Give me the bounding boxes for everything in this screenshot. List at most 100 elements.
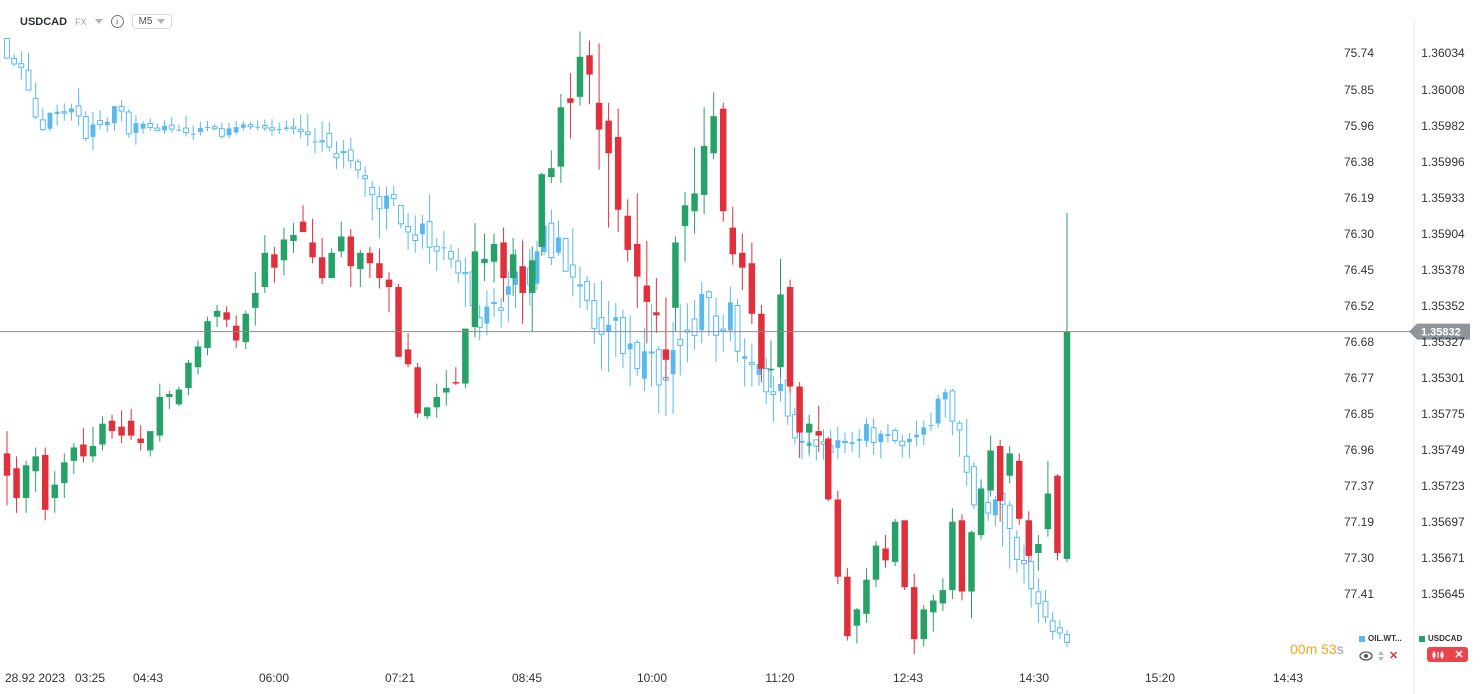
usdcad-candle — [404, 349, 412, 365]
oil-axis-tick-label: 76.45 — [1344, 263, 1374, 277]
oil-candle — [1064, 634, 1070, 644]
usdcad-candle — [41, 454, 49, 510]
usdcad-candle — [509, 254, 517, 279]
oil-candle — [921, 427, 927, 435]
oil-candle — [197, 128, 203, 132]
eye-icon[interactable] — [1359, 650, 1373, 661]
oil-candle — [627, 343, 633, 350]
oil-axis-tick-label: 77.30 — [1344, 551, 1374, 565]
usdcad-candle — [538, 174, 546, 247]
oil-candle — [362, 175, 369, 180]
usdcad-candle — [614, 136, 622, 210]
usdcad-candle — [681, 205, 689, 227]
usdcad-axis-tick-label: 1.35352 — [1421, 299, 1465, 313]
usdcad-axis-tick-label: 1.35775 — [1421, 407, 1465, 421]
usdcad-candle — [232, 325, 240, 341]
symbol-dropdown-icon[interactable] — [94, 19, 103, 24]
oil-candle — [655, 349, 662, 386]
usdcad-candle — [127, 420, 135, 436]
usdcad-candle — [748, 263, 756, 314]
usdcad-candle — [280, 239, 288, 261]
usdcad-candle — [61, 462, 68, 484]
oil-candle — [1006, 504, 1013, 529]
oil-candle — [276, 129, 282, 131]
oil-candle — [405, 225, 412, 233]
oil-candle — [491, 302, 497, 305]
oil-candle — [326, 132, 333, 148]
oil-candle — [333, 153, 340, 159]
oil-candle — [82, 116, 89, 140]
oil-candle — [992, 499, 998, 516]
timeframe-select[interactable]: M5 — [131, 14, 173, 29]
oil-candle — [448, 251, 454, 260]
usdcad-candle — [223, 312, 230, 320]
oil-candle — [290, 126, 297, 130]
info-icon[interactable]: i — [110, 15, 124, 28]
close-icon[interactable]: ✕ — [1389, 650, 1399, 662]
usdcad-candle — [99, 423, 106, 445]
usdcad-candle — [462, 328, 469, 384]
usdcad-candle — [815, 431, 822, 436]
oil-candle — [1028, 560, 1035, 590]
oil-candle — [283, 127, 289, 130]
usdcad-axis-tick-label: 1.35933 — [1421, 191, 1465, 205]
oil-candle — [255, 126, 261, 128]
timeframe-value: M5 — [138, 16, 153, 27]
oil-candle — [247, 124, 254, 128]
usdcad-candle — [634, 243, 641, 277]
x-axis-tick-label: 28.92 2023 — [5, 671, 65, 685]
candle-style-icon[interactable] — [1431, 650, 1445, 660]
usdcad-candle — [337, 236, 345, 252]
oil-candle — [742, 356, 748, 359]
remove-icon[interactable]: ✕ — [1454, 649, 1464, 661]
usdcad-candle — [1016, 460, 1023, 519]
usdcad-candle — [13, 468, 20, 498]
legend-item-usdcad[interactable]: USDCAD — [1419, 634, 1462, 643]
usdcad-candle — [481, 258, 488, 264]
usdcad-axis-tick-label: 1.35301 — [1421, 371, 1465, 385]
x-axis-tick-label: 15:20 — [1145, 671, 1175, 685]
usdcad-candle — [252, 292, 259, 308]
usdcad-candle — [433, 396, 440, 408]
oil-candle — [648, 351, 655, 354]
usdcad-candle — [910, 587, 918, 640]
legend-item-oil[interactable]: OIL.WT... — [1359, 634, 1402, 643]
oil-candle — [1021, 559, 1027, 565]
legend-swatch-oil — [1359, 635, 1365, 642]
oil-candle — [384, 195, 390, 209]
usdcad-candle — [691, 193, 698, 212]
x-axis-tick-label: 04:43 — [133, 671, 163, 685]
oil-candle — [319, 140, 326, 143]
oil-candle — [61, 111, 68, 114]
usdcad-candle — [70, 447, 78, 461]
usdcad-candle — [825, 438, 832, 500]
usdcad-candle — [1035, 544, 1042, 553]
oil-candle — [261, 124, 268, 129]
usdcad-candle — [786, 287, 794, 387]
oil-candle — [462, 272, 469, 275]
usdcad-candle — [271, 254, 278, 268]
oil-candle — [942, 392, 948, 400]
oil-candle — [176, 129, 182, 131]
usdcad-candle — [557, 107, 565, 167]
reorder-icon[interactable] — [1377, 650, 1385, 662]
usdcad-candle — [3, 453, 11, 476]
oil-candle — [104, 121, 110, 126]
usdcad-candle — [213, 310, 221, 317]
oil-candle — [928, 425, 934, 427]
usdcad-candle — [796, 386, 803, 433]
countdown-s-label: s — [1336, 641, 1344, 657]
usdcad-candle — [309, 242, 316, 258]
x-axis-tick-label: 12:43 — [893, 671, 923, 685]
usdcad-candle — [777, 294, 784, 368]
x-axis-tick-label: 03:25 — [75, 671, 105, 685]
countdown-m-label: m — [1305, 641, 1318, 657]
usdcad-candle — [1025, 520, 1033, 556]
symbol-name[interactable]: USDCAD — [20, 15, 68, 28]
usdcad-candle — [567, 98, 574, 103]
oil-candle — [598, 317, 605, 335]
usdcad-candle — [1044, 493, 1052, 530]
usdcad-candle — [290, 235, 297, 241]
